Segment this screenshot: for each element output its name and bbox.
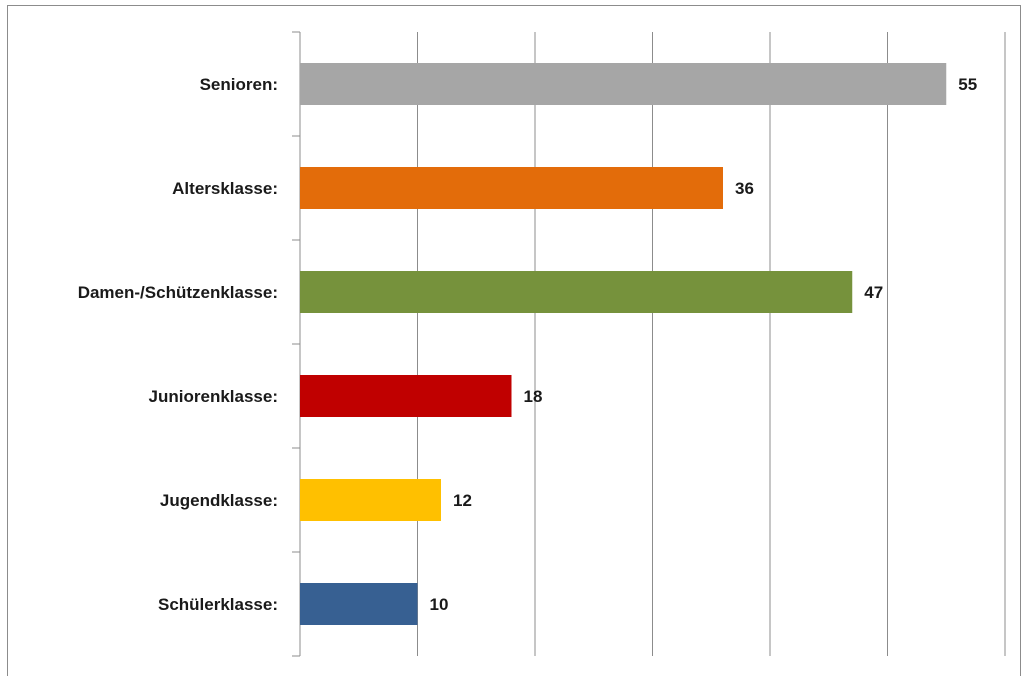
data-label: 10 <box>430 595 449 614</box>
category-label: Senioren: <box>200 75 278 94</box>
data-label: 55 <box>958 75 977 94</box>
category-label: Jugendklasse: <box>160 491 278 510</box>
chart-frame <box>7 5 1021 676</box>
category-axis <box>292 31 301 657</box>
category-label: Damen-/Schützenklasse: <box>78 283 278 302</box>
category-label: Altersklasse: <box>172 179 278 198</box>
data-label: 18 <box>524 387 543 406</box>
data-label: 47 <box>864 283 883 302</box>
bar <box>300 375 512 417</box>
gridlines <box>417 32 1006 656</box>
bar <box>300 479 441 521</box>
bar <box>300 583 418 625</box>
bar <box>300 167 723 209</box>
data-label: 36 <box>735 179 754 198</box>
bar <box>300 271 853 313</box>
data-label: 12 <box>453 491 472 510</box>
category-label: Schülerklasse: <box>158 595 278 614</box>
category-label: Juniorenklasse: <box>149 387 278 406</box>
labels: Senioren: 55 Altersklasse: 36 Damen-/Schütze… <box>78 75 977 614</box>
bar <box>300 63 947 105</box>
bars <box>300 63 947 625</box>
